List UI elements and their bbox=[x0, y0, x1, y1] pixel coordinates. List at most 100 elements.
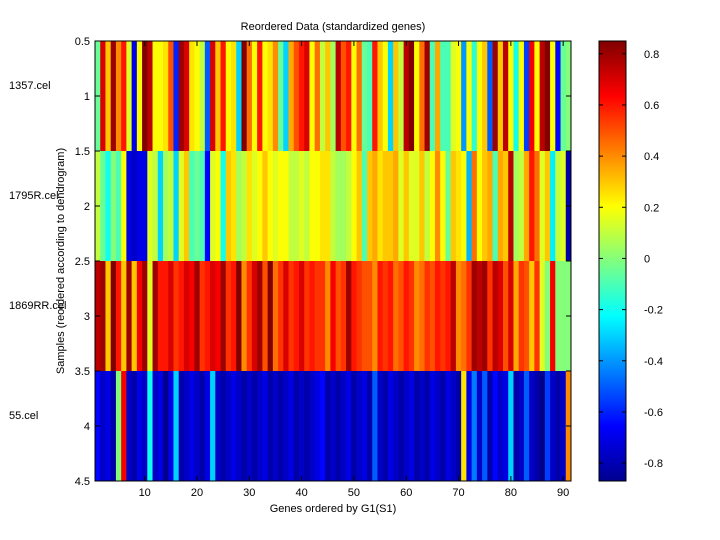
heatmap-cell bbox=[293, 371, 300, 481]
heatmap-cell bbox=[299, 261, 305, 371]
heatmap-cell bbox=[372, 41, 378, 151]
heatmap-cell bbox=[215, 151, 221, 261]
heatmap-cell bbox=[435, 151, 441, 261]
heatmap-cell bbox=[398, 371, 405, 481]
heatmap-cell bbox=[210, 371, 216, 481]
heatmap-cell bbox=[403, 151, 410, 261]
heatmap-cell bbox=[482, 151, 488, 261]
heatmap-cell bbox=[424, 371, 431, 481]
heatmap-cell bbox=[100, 261, 106, 371]
heatmap-cell bbox=[105, 261, 112, 371]
heatmap-cell bbox=[403, 41, 410, 151]
heatmap-cell bbox=[299, 41, 305, 151]
heatmap-cell bbox=[346, 41, 352, 151]
heatmap-cell bbox=[189, 371, 195, 481]
heatmap-cell bbox=[225, 261, 232, 371]
heatmap-cell bbox=[419, 371, 425, 481]
heatmap-cell bbox=[257, 41, 263, 151]
heatmap-cell bbox=[241, 261, 248, 371]
x-tick-label: 50 bbox=[348, 487, 360, 499]
heatmap-cell bbox=[147, 151, 153, 261]
x-tick-label: 60 bbox=[400, 487, 412, 499]
heatmap-cell bbox=[497, 41, 504, 151]
heatmap-cell bbox=[293, 41, 300, 151]
heatmap-cell bbox=[372, 371, 378, 481]
heatmap-cell bbox=[142, 371, 148, 481]
heatmap-cell bbox=[126, 151, 133, 261]
heatmap-cell bbox=[503, 41, 509, 151]
y-tick-label: 3 bbox=[84, 311, 90, 323]
heatmap-cell bbox=[455, 41, 462, 151]
heatmap-cell bbox=[220, 41, 227, 151]
heatmap-cell bbox=[455, 261, 462, 371]
heatmap-cell bbox=[398, 41, 405, 151]
heatmap-cell bbox=[142, 151, 148, 261]
row-label: 1357.cel bbox=[9, 80, 51, 92]
heatmap-cell bbox=[414, 371, 420, 481]
heatmap-cell bbox=[319, 41, 326, 151]
y-tick-label: 1 bbox=[84, 91, 90, 103]
heatmap-cell bbox=[544, 371, 551, 481]
heatmap-cell bbox=[351, 41, 357, 151]
heatmap-cell bbox=[466, 371, 473, 481]
heatmap-cell bbox=[529, 41, 535, 151]
heatmap-cell bbox=[157, 371, 164, 481]
row-labels: 1357.cel 1795R.cel 1869RR.cel 55.cel bbox=[9, 80, 66, 422]
heatmap-cell bbox=[288, 371, 295, 481]
heatmap-cell bbox=[204, 151, 211, 261]
heatmap-cell bbox=[513, 371, 520, 481]
heatmap-cell bbox=[403, 261, 410, 371]
heatmap-cell bbox=[136, 151, 143, 261]
heatmap-cell bbox=[523, 261, 530, 371]
heatmap-cell bbox=[267, 41, 274, 151]
heatmap-cell bbox=[142, 41, 148, 151]
heatmap-cell bbox=[455, 151, 462, 261]
heatmap-cell bbox=[204, 41, 211, 151]
heatmap-cell bbox=[450, 41, 457, 151]
heatmap-cell bbox=[450, 371, 457, 481]
heatmap-cell bbox=[429, 261, 436, 371]
heatmap-cell bbox=[503, 261, 509, 371]
heatmap-cell bbox=[513, 151, 520, 261]
heatmap-cell bbox=[539, 261, 546, 371]
heatmap-cell bbox=[377, 371, 384, 481]
heatmap-cell bbox=[115, 261, 122, 371]
x-tick-label: 90 bbox=[557, 487, 569, 499]
heatmap-cells bbox=[95, 41, 572, 481]
heatmap-cell bbox=[319, 371, 326, 481]
heatmap-cell bbox=[100, 151, 106, 261]
heatmap-cell bbox=[351, 371, 357, 481]
x-axis-ticks: 10 20 30 40 50 60 70 80 90 bbox=[139, 41, 569, 499]
heatmap-cell bbox=[534, 261, 541, 371]
heatmap-cell bbox=[136, 371, 143, 481]
y-tick-label: 1.5 bbox=[75, 146, 90, 158]
heatmap-cell bbox=[236, 151, 242, 261]
heatmap-cell bbox=[534, 371, 541, 481]
heatmap-cell bbox=[340, 41, 347, 151]
heatmap-cell bbox=[340, 371, 347, 481]
heatmap-cell bbox=[414, 261, 420, 371]
heatmap-cell bbox=[121, 41, 127, 151]
heatmap-cell bbox=[257, 151, 263, 261]
heatmap-cell bbox=[152, 261, 159, 371]
heatmap-cell bbox=[257, 261, 263, 371]
heatmap-cell bbox=[272, 41, 279, 151]
heatmap-cell bbox=[231, 261, 237, 371]
heatmap-cell bbox=[215, 261, 221, 371]
heatmap-cell bbox=[471, 41, 478, 151]
heatmap-cell bbox=[178, 371, 185, 481]
heatmap-cell bbox=[314, 261, 321, 371]
heatmap-cell bbox=[163, 151, 169, 261]
heatmap-cell bbox=[262, 41, 269, 151]
heatmap-cell bbox=[136, 261, 143, 371]
heatmap-cell bbox=[325, 261, 331, 371]
heatmap-cell bbox=[429, 151, 436, 261]
heatmap-cell bbox=[340, 261, 347, 371]
heatmap-cell bbox=[325, 371, 331, 481]
heatmap-cell bbox=[147, 371, 153, 481]
heatmap-cell bbox=[550, 261, 556, 371]
heatmap-cell bbox=[445, 371, 452, 481]
heatmap-cell bbox=[194, 41, 201, 151]
heatmap-cell bbox=[183, 151, 190, 261]
heatmap-cell bbox=[178, 261, 185, 371]
